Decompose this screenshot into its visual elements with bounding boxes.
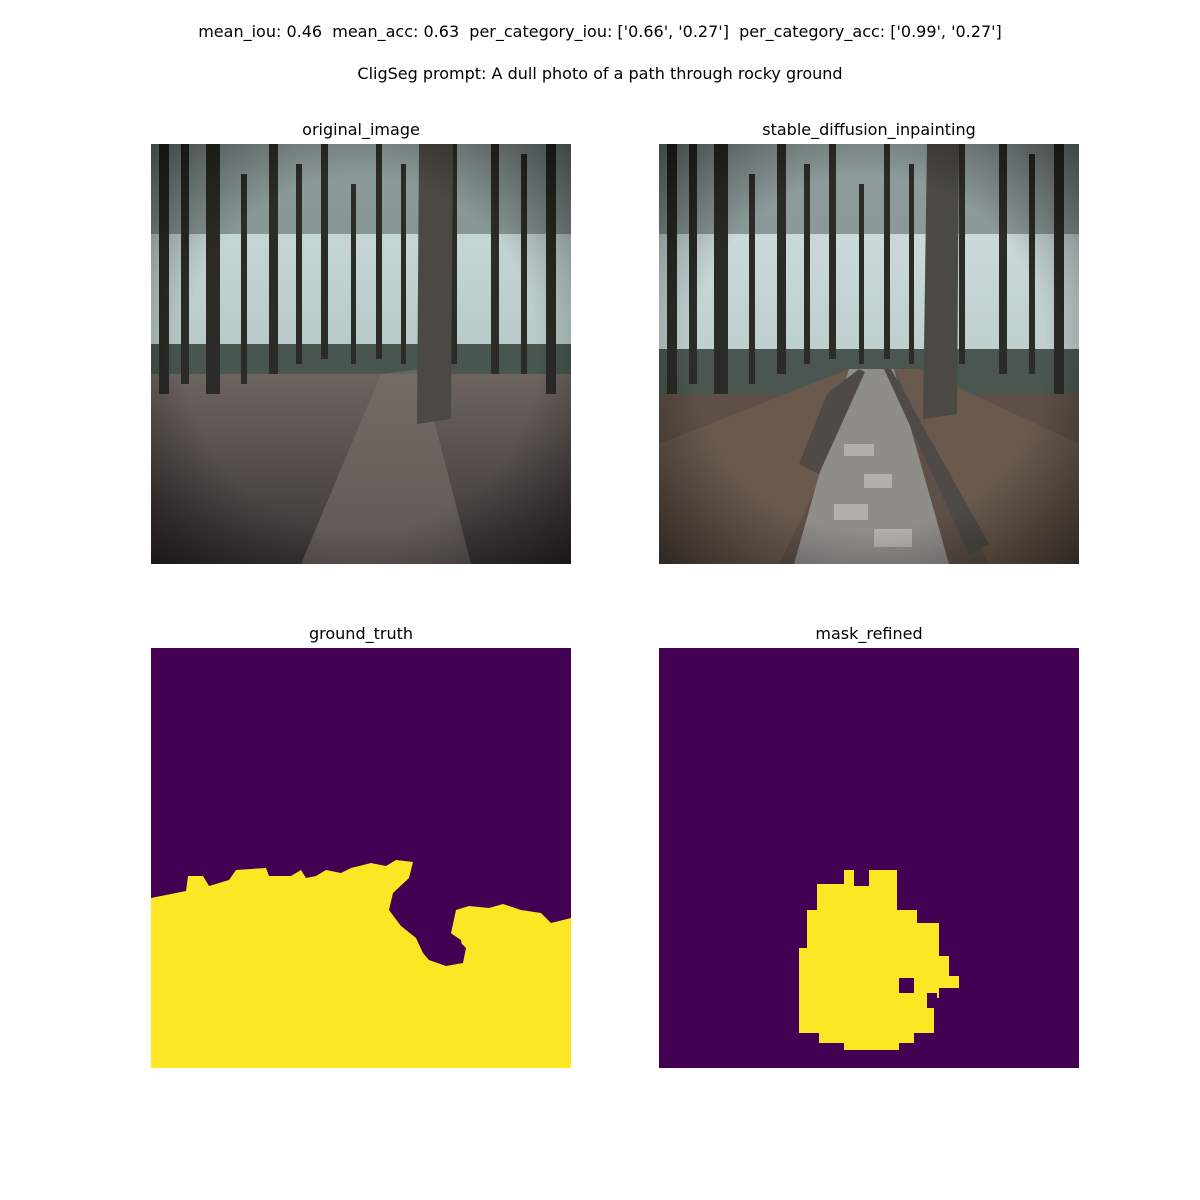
inpainting-image-panel: stable_diffusion_inpainting [659,120,1079,564]
original-image [151,144,571,564]
original-image-panel: original_image [151,120,571,564]
mask-refined [659,648,1079,1068]
panel-title: stable_diffusion_inpainting [762,120,976,139]
prompt-text: CligSeg prompt: A dull photo of a path t… [357,64,843,83]
mask-refined-panel: mask_refined [659,624,1079,1068]
metrics-summary: mean_iou: 0.46 mean_acc: 0.63 per_catego… [198,22,1002,41]
ground-truth-mask [151,648,571,1068]
ground-truth-panel: ground_truth [151,624,571,1068]
panel-title: mask_refined [815,624,923,643]
panel-title: original_image [302,120,420,139]
inpainting-image [659,144,1079,564]
panel-title: ground_truth [308,624,413,643]
